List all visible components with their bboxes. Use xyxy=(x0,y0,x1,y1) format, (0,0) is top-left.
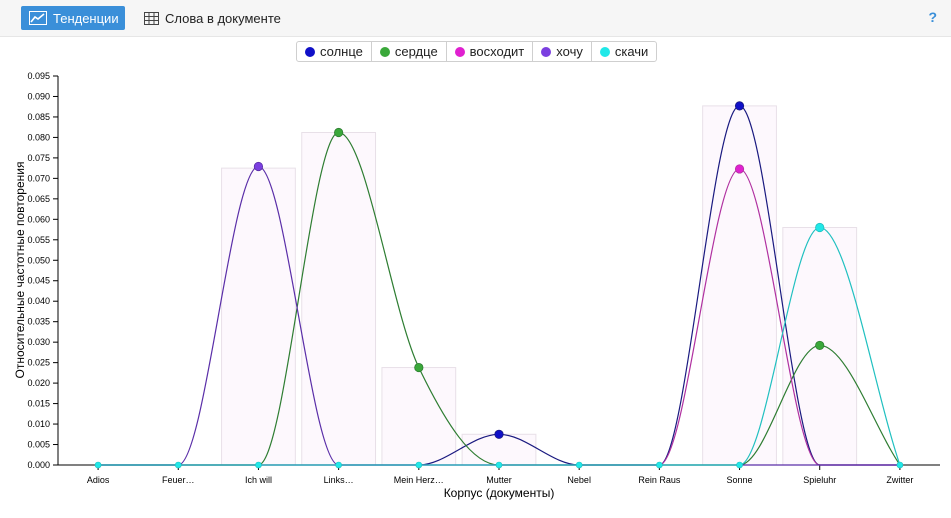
tab-trends-label: Тенденции xyxy=(53,10,119,26)
zero-point xyxy=(575,461,583,469)
zero-point xyxy=(174,461,182,469)
legend-label: солнце xyxy=(320,44,363,59)
legend: солнце сердце восходит хочу скачи xyxy=(296,41,658,62)
table-icon xyxy=(144,11,159,25)
y-tick-label: 0.015 xyxy=(27,399,50,409)
series-line xyxy=(98,131,901,466)
y-tick-label: 0.095 xyxy=(27,71,50,81)
y-tick-label: 0.030 xyxy=(27,337,50,347)
legend-label: скачи xyxy=(614,44,649,59)
zero-point xyxy=(255,461,262,469)
legend-item[interactable]: хочу xyxy=(533,42,592,61)
y-tick-label: 0.075 xyxy=(27,153,50,163)
y-tick-label: 0.040 xyxy=(27,296,50,306)
y-tick-label: 0.020 xyxy=(27,378,50,388)
x-tick-label: Rein Raus xyxy=(638,475,681,485)
data-point[interactable] xyxy=(734,164,745,174)
series-line xyxy=(98,226,901,466)
x-tick-label: Nebel xyxy=(567,475,591,485)
x-axis-title: Корпус (документы) xyxy=(444,486,555,500)
y-tick-label: 0.060 xyxy=(27,214,50,224)
data-point[interactable] xyxy=(414,362,424,373)
zero-point xyxy=(896,461,904,469)
legend-item[interactable]: скачи xyxy=(592,42,656,61)
y-axis-title: Относительные частотные повторения xyxy=(13,162,27,379)
y-tick-label: 0.010 xyxy=(27,419,50,429)
background-bar xyxy=(461,433,537,466)
help-icon[interactable]: ? xyxy=(928,9,937,25)
data-point[interactable] xyxy=(253,161,264,172)
legend-item[interactable]: солнце xyxy=(297,42,372,61)
legend-item[interactable]: сердце xyxy=(372,42,447,61)
x-tick-label: Spieluhr xyxy=(803,475,836,485)
zero-point xyxy=(495,461,503,469)
data-point[interactable] xyxy=(815,340,825,351)
tab-document-words-label: Слова в документе xyxy=(165,10,281,26)
legend-label: хочу xyxy=(556,44,583,59)
toolbar: Тенденции Слова в документе ? xyxy=(0,0,951,37)
y-tick-label: 0.005 xyxy=(27,440,50,450)
x-tick-label: Mutter xyxy=(486,475,512,485)
x-tick-label: Zwitter xyxy=(886,475,913,485)
zero-point xyxy=(656,461,663,469)
background-bar xyxy=(221,167,296,466)
y-tick-label: 0.085 xyxy=(27,112,50,122)
legend-swatch-icon xyxy=(541,46,552,57)
y-tick-label: 0.065 xyxy=(27,194,50,204)
x-tick-label: Adios xyxy=(87,475,110,485)
x-tick-label: Mein Herz… xyxy=(394,475,444,485)
data-point[interactable] xyxy=(334,127,344,138)
zero-point xyxy=(94,461,102,469)
y-tick-label: 0.035 xyxy=(27,317,50,327)
legend-item[interactable]: восходит xyxy=(447,42,534,61)
legend-swatch-icon xyxy=(599,46,610,57)
tab-document-words[interactable]: Слова в документе xyxy=(144,6,281,30)
legend-swatch-icon xyxy=(305,46,315,57)
data-point[interactable] xyxy=(815,222,825,233)
legend-swatch-icon xyxy=(454,46,465,57)
y-tick-label: 0.000 xyxy=(27,460,50,470)
y-tick-label: 0.090 xyxy=(27,91,50,101)
legend-label: сердце xyxy=(394,44,438,59)
line-chart-icon xyxy=(29,11,47,25)
y-tick-label: 0.050 xyxy=(27,255,50,265)
series-line xyxy=(98,105,900,466)
zero-point xyxy=(736,461,743,469)
zero-point xyxy=(335,461,342,469)
x-tick-label: Links… xyxy=(324,475,354,485)
y-tick-label: 0.055 xyxy=(27,235,50,245)
background-bar xyxy=(301,132,377,466)
x-tick-label: Sonne xyxy=(727,475,753,485)
y-tick-label: 0.025 xyxy=(27,358,50,368)
tab-trends[interactable]: Тенденции xyxy=(21,6,125,30)
legend-label: восходит xyxy=(469,44,525,59)
data-point[interactable] xyxy=(494,429,504,439)
y-tick-label: 0.045 xyxy=(27,276,50,286)
y-tick-label: 0.070 xyxy=(27,173,50,183)
zero-point xyxy=(415,461,423,469)
data-point[interactable] xyxy=(734,101,745,111)
legend-swatch-icon xyxy=(379,46,390,57)
x-tick-label: Ich will xyxy=(245,475,272,485)
y-tick-label: 0.080 xyxy=(27,132,50,142)
x-tick-label: Feuer… xyxy=(162,475,195,485)
background-bar xyxy=(702,105,777,466)
